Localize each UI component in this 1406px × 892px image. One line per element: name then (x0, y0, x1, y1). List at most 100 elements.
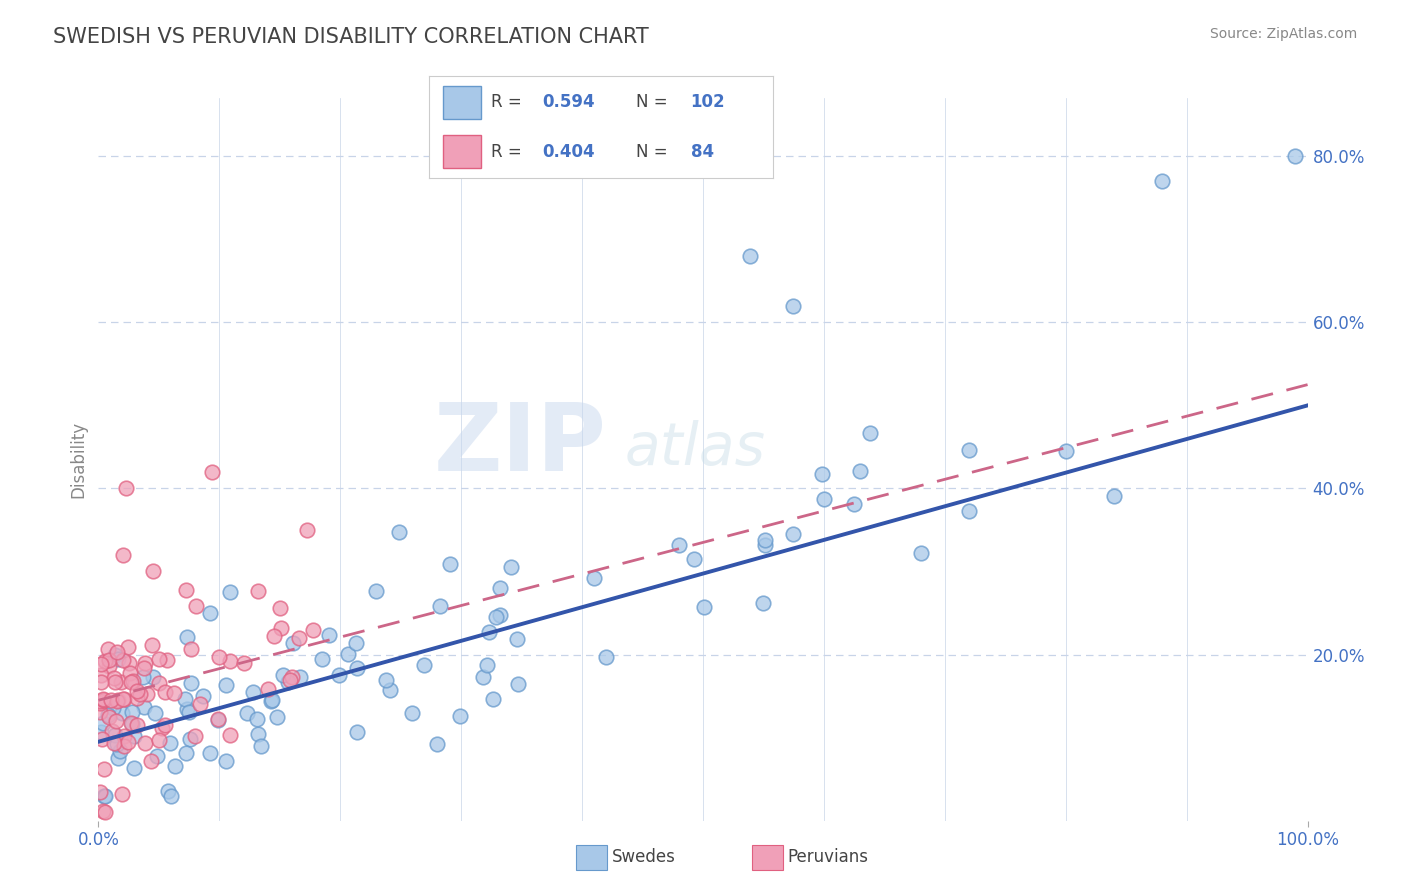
Point (198, 606, 221, 620)
Point (1152, 174, 1174, 188)
Point (142, 670, 165, 684)
Point (754, 538, 776, 552)
Point (90, 657, 112, 671)
Point (132, 661, 155, 675)
Point (94, 789, 117, 803)
Point (97, 707, 120, 722)
Point (104, 648, 127, 662)
Text: Source: ZipAtlas.com: Source: ZipAtlas.com (1209, 27, 1357, 41)
Point (1102, 489, 1125, 503)
Point (499, 560, 522, 574)
Point (148, 652, 170, 666)
Point (90, 668, 112, 682)
Point (475, 657, 498, 672)
Point (160, 789, 183, 803)
Point (811, 467, 834, 481)
Point (143, 706, 166, 721)
Point (90, 725, 112, 739)
Point (449, 708, 471, 723)
Point (94, 654, 117, 668)
Point (122, 729, 145, 743)
Point (246, 584, 269, 599)
Point (782, 527, 804, 541)
Point (388, 525, 411, 540)
Point (107, 693, 129, 707)
Point (346, 725, 368, 739)
Point (100, 693, 122, 707)
Point (364, 584, 387, 599)
Point (91, 716, 114, 731)
Point (849, 464, 872, 478)
Point (111, 548, 134, 562)
Point (117, 640, 139, 655)
Point (97, 710, 120, 724)
Point (295, 523, 318, 537)
Point (582, 571, 605, 585)
Point (378, 682, 401, 697)
Point (91, 804, 114, 818)
Point (260, 694, 283, 708)
Point (752, 597, 775, 611)
Point (277, 675, 299, 690)
Point (270, 621, 292, 635)
Point (281, 636, 304, 650)
Point (97, 642, 120, 657)
Text: SWEDISH VS PERUVIAN DISABILITY CORRELATION CHART: SWEDISH VS PERUVIAN DISABILITY CORRELATI… (53, 27, 650, 46)
Point (344, 636, 367, 650)
Point (485, 609, 508, 624)
Point (219, 585, 242, 599)
Point (302, 623, 325, 637)
Text: Swedes: Swedes (612, 848, 675, 866)
Point (112, 739, 135, 753)
Point (328, 668, 350, 682)
Point (127, 683, 149, 698)
Point (472, 670, 495, 684)
Point (957, 443, 980, 458)
Point (215, 754, 238, 768)
Point (108, 744, 131, 758)
Point (782, 299, 804, 313)
Point (101, 724, 124, 739)
Point (813, 491, 835, 506)
Point (242, 685, 264, 699)
Point (439, 557, 461, 571)
Point (146, 749, 169, 764)
Point (89, 705, 111, 719)
Point (311, 652, 333, 666)
Point (683, 552, 706, 566)
Point (260, 692, 283, 706)
Point (118, 656, 141, 670)
Point (219, 727, 242, 741)
Point (111, 692, 134, 706)
Point (429, 599, 451, 614)
Point (125, 718, 148, 732)
Point (215, 677, 238, 691)
Point (249, 739, 271, 753)
Point (163, 686, 186, 700)
Point (91, 691, 114, 706)
Point (121, 673, 143, 688)
Point (595, 650, 617, 665)
Point (1284, 149, 1306, 163)
Point (93, 789, 115, 803)
Point (104, 728, 127, 742)
Point (236, 706, 259, 720)
Point (738, 249, 761, 263)
Point (101, 701, 124, 715)
Point (174, 692, 197, 706)
Text: 102: 102 (690, 94, 725, 112)
Point (128, 686, 150, 700)
Point (104, 675, 127, 690)
Point (375, 673, 398, 687)
Point (120, 715, 142, 730)
Text: R =: R = (491, 143, 522, 161)
Point (263, 629, 285, 643)
Point (141, 638, 163, 652)
Point (117, 735, 139, 749)
Point (207, 712, 229, 726)
Point (103, 671, 125, 685)
Point (105, 737, 128, 751)
Point (174, 746, 197, 760)
Point (288, 670, 311, 684)
Point (281, 670, 304, 684)
